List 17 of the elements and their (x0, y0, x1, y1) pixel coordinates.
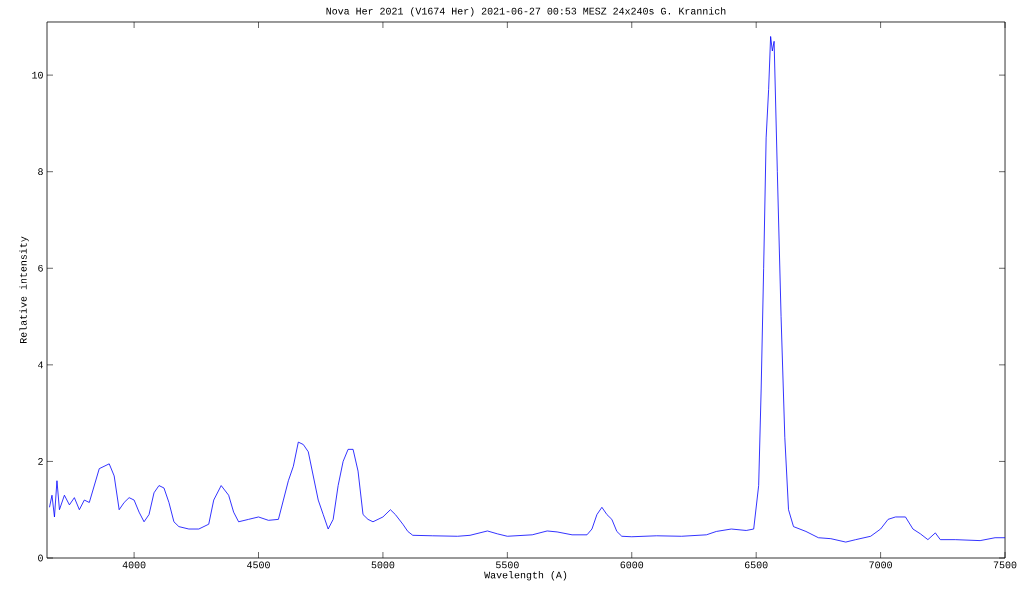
y-tick-label: 8 (38, 168, 43, 176)
x-tick-label: 6000 (620, 561, 644, 569)
y-axis-title: Relative intensity (19, 236, 29, 344)
y-tick-label: 0 (38, 554, 43, 562)
y-tick-label: 2 (38, 458, 43, 465)
x-tick-label: 6500 (744, 561, 768, 569)
y-tick-label: 4 (38, 361, 43, 369)
x-tick-label: 7500 (993, 561, 1017, 569)
x-tick-label: 4500 (247, 561, 270, 569)
x-tick-label: 5000 (371, 561, 395, 569)
x-tick-label: 5500 (496, 561, 519, 569)
y-tick-label: 10 (32, 71, 43, 79)
y-tick-label: 6 (38, 264, 43, 272)
x-tick-label: 4000 (122, 561, 146, 569)
x-tick-label: 7000 (869, 561, 892, 569)
chart-title: Nova Her 2021 (V1674 Her) 2021-06-27 00:53 MESZ 24x240s G. Krannich (326, 7, 726, 17)
x-axis-title: Wavelength (A) (484, 571, 567, 581)
